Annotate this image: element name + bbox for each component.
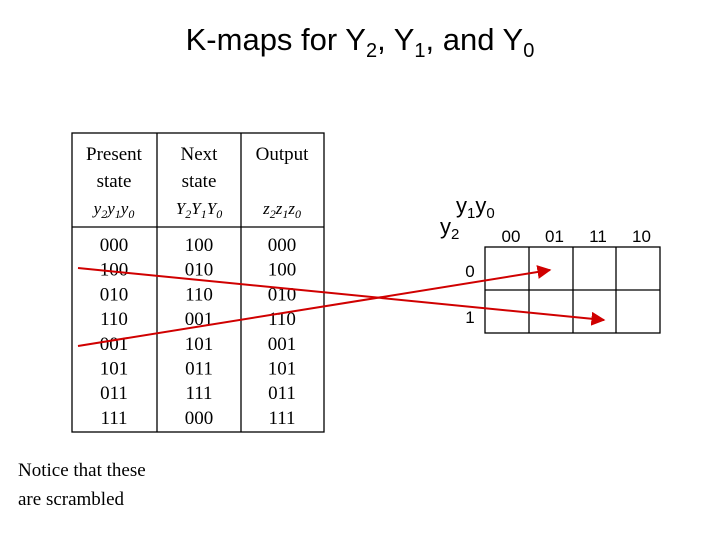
cell: 010 (185, 260, 214, 281)
cell: 100 (185, 235, 214, 256)
var-sub: 1 (467, 205, 475, 222)
header-text: state (182, 171, 217, 192)
var-sub: 2 (185, 207, 191, 221)
title-part: , Y (377, 22, 414, 57)
cell: 000 (185, 408, 214, 429)
row-label: 0 (465, 262, 474, 281)
var: y (105, 199, 115, 218)
cell: 111 (268, 408, 295, 429)
header-text: state (97, 171, 132, 192)
column-label: 10 (632, 227, 651, 246)
var: z (262, 199, 270, 218)
arrow (77, 265, 552, 347)
cell: 011 (185, 359, 213, 380)
column-label: 11 (589, 227, 607, 246)
header-vars: Y2Y1Y0 (176, 199, 222, 221)
header-text: Present (86, 144, 143, 165)
var: Y (207, 199, 218, 218)
header-text: Next (181, 144, 219, 165)
title-part: K-maps for Y (186, 22, 366, 57)
cell: 010 (100, 284, 129, 305)
var: y (92, 199, 102, 218)
var-sub: 2 (101, 207, 107, 221)
cell: 000 (268, 235, 297, 256)
header-vars: z2z1z0 (262, 199, 301, 221)
title-sub: 0 (523, 40, 534, 62)
cell: 100 (100, 260, 129, 281)
cell: 001 (268, 334, 297, 355)
cell: 101 (185, 334, 214, 355)
cell: 111 (100, 408, 127, 429)
var-sub: 0 (216, 207, 222, 221)
var: y (456, 193, 467, 218)
var-sub: 2 (451, 226, 459, 243)
state-table: Presentstatey2y1y0NextstateY2Y1Y0Outputz… (71, 132, 325, 433)
var-sub: 1 (282, 207, 288, 221)
cell: 110 (185, 284, 213, 305)
var: y (119, 199, 129, 218)
header-vars: y2y1y0 (92, 199, 135, 221)
var: Y (191, 199, 202, 218)
cell: 011 (100, 383, 128, 404)
arrow (77, 267, 606, 326)
table-border (71, 132, 325, 433)
var: z (275, 199, 283, 218)
header-text: Output (256, 144, 310, 165)
title-part: , and Y (426, 22, 524, 57)
title-sub: 2 (366, 40, 377, 62)
row-variable: y2 (440, 214, 459, 243)
cell: 111 (185, 383, 212, 404)
var: Y (176, 199, 187, 218)
title-sub: 1 (414, 40, 425, 62)
var: y (475, 193, 486, 218)
var: y (440, 214, 451, 239)
cell: 101 (268, 359, 297, 380)
cell: 101 (100, 359, 129, 380)
var-sub: 1 (201, 207, 207, 221)
var-sub: 0 (128, 207, 134, 221)
var-sub: 0 (295, 207, 301, 221)
column-label: 00 (502, 227, 521, 246)
column-label: 01 (545, 227, 564, 246)
row-label: 1 (465, 308, 474, 327)
var-sub: 1 (115, 207, 121, 221)
slide-title: K-maps for Y2, Y1, and Y0 (186, 22, 535, 62)
cell: 000 (100, 235, 129, 256)
var-sub: 0 (486, 205, 494, 222)
cell: 011 (268, 383, 296, 404)
note: are scrambled (18, 489, 125, 510)
var: z (287, 199, 295, 218)
cell: 100 (268, 260, 297, 281)
note: Notice that these (18, 460, 146, 481)
column-variable: y1y0 (456, 193, 495, 222)
cell: 110 (100, 309, 128, 330)
var-sub: 2 (270, 207, 276, 221)
cell: 001 (100, 334, 129, 355)
